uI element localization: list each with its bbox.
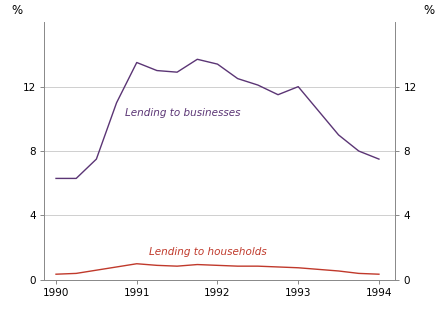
Text: Lending to businesses: Lending to businesses	[124, 107, 240, 118]
Text: %: %	[422, 4, 433, 17]
Text: Lending to households: Lending to households	[148, 247, 266, 257]
Text: %: %	[12, 4, 23, 17]
